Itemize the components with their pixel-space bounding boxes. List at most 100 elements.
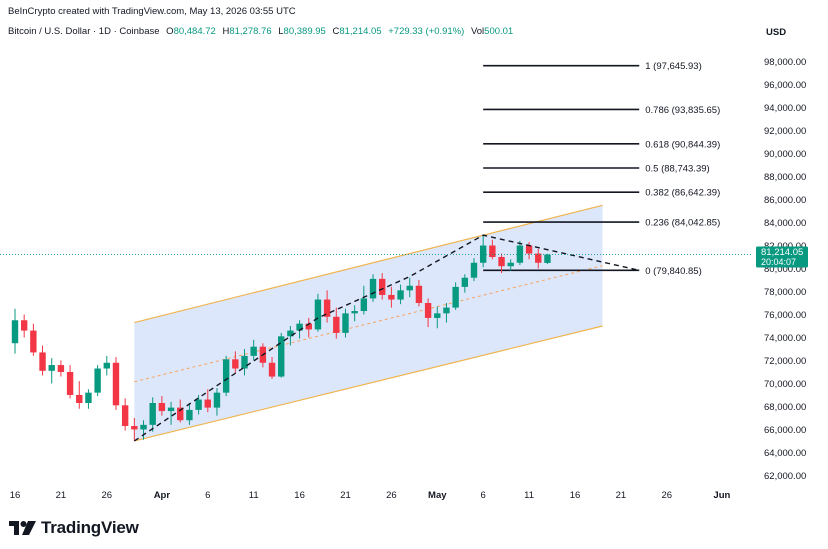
candle-body (369, 278, 377, 299)
change-value: +729.33 (+0.91%) (388, 26, 465, 37)
candle-body (525, 245, 533, 254)
candle-body (232, 359, 239, 369)
candle-body (443, 307, 450, 314)
candle-body (57, 365, 65, 372)
brand-name: TradingView (41, 518, 139, 537)
candle-body (20, 320, 28, 331)
price-tick-label: 82,000.00 (764, 241, 806, 252)
price-tick-label: 84,000.00 (764, 218, 806, 229)
candle-body (85, 392, 92, 404)
candle-body (479, 245, 487, 263)
candle-body (415, 285, 423, 303)
candle-body (268, 362, 276, 377)
candle-body (379, 278, 386, 295)
fib-level-label: 0.5 (88,743.39) (645, 164, 709, 175)
candle-body (149, 403, 156, 425)
tradingview-logo[interactable]: TradingView (9, 518, 139, 538)
price-tag-value: 81,214.05 (761, 247, 803, 258)
candle-body (241, 355, 248, 369)
parallel-channel[interactable] (134, 204, 603, 442)
candle-body (177, 407, 184, 421)
candle-body (11, 320, 19, 344)
fib-level-label: 0 (79,840.85) (645, 266, 702, 277)
candle-body (30, 330, 37, 353)
channel-upper-line[interactable] (134, 204, 603, 324)
candle-body (323, 299, 331, 317)
time-tick-label: 11 (249, 490, 259, 501)
symbol-legend: Bitcoin / U.S. Dollar · 1D · Coinbase O8… (8, 26, 513, 37)
candle-body (167, 407, 175, 412)
candle-body (434, 313, 441, 318)
volume-label: Vol (470, 26, 485, 37)
time-tick-label: 16 (10, 490, 21, 501)
price-tag (756, 246, 808, 268)
price-tick-label: 78,000.00 (764, 287, 806, 298)
channel-fill (134, 205, 603, 441)
time-tick-label: Apr (154, 490, 171, 501)
channel-mid-line[interactable] (134, 265, 603, 383)
low-value: 80,389.95 (283, 26, 326, 37)
fib-level-label: 1 (97,645.93) (645, 61, 702, 72)
high-value: 81,278.76 (229, 26, 272, 37)
dashed-path-line[interactable] (133, 234, 640, 442)
price-tick-label: 72,000.00 (764, 356, 806, 367)
candle-body (342, 313, 349, 333)
time-tick-label: Jun (713, 490, 730, 501)
channel-lower-line[interactable] (134, 325, 603, 442)
candle-body (305, 323, 312, 330)
fib-level-label: 0.236 (84,042.85) (645, 218, 720, 229)
candle-body (103, 362, 110, 369)
price-tick-label: 64,000.00 (764, 448, 806, 459)
price-tick-label: 70,000.00 (764, 379, 806, 390)
close-label: C (332, 26, 340, 37)
time-tick-label: 21 (56, 490, 67, 501)
price-tick-label: 66,000.00 (764, 425, 806, 436)
candle-body (535, 253, 542, 263)
candle-body (397, 290, 404, 300)
candle-body (66, 371, 74, 395)
candle-body (158, 403, 166, 412)
price-tick-label: 74,000.00 (764, 333, 806, 344)
candle-body (351, 311, 358, 314)
candle-body (186, 409, 193, 421)
candle-body (333, 316, 340, 333)
price-tick-label: 76,000.00 (764, 310, 806, 321)
currency-label[interactable]: USD (766, 27, 787, 38)
candle-body (388, 294, 395, 300)
chart-credit: BeInCrypto created with TradingView.com,… (8, 6, 296, 17)
candle-body (314, 299, 322, 330)
price-tick-label: 90,000.00 (764, 149, 806, 160)
candle-body (278, 336, 285, 377)
fib-level-label: 0.786 (93,835.65) (645, 105, 720, 116)
candle-body (121, 405, 129, 426)
candle-body (204, 399, 211, 408)
price-tag-countdown: 20:04:07 (761, 257, 796, 267)
time-tick-label: 26 (661, 490, 672, 501)
price-axis[interactable]: 62,000.00 64,000.00 66,000.00 68,000.00 70,0… (756, 57, 808, 482)
time-tick-label: 16 (570, 490, 581, 501)
time-tick-label: 21 (340, 490, 351, 501)
volume-value: 500.01 (484, 26, 514, 37)
fib-extension[interactable]: 1 (97,645.93) 0.786 (93,835.65) 0.618 (90,… (483, 61, 720, 277)
time-tick-label: 26 (386, 490, 397, 501)
candle-body (544, 254, 551, 263)
symbol-name[interactable]: Bitcoin / U.S. Dollar · 1D · Coinbase (8, 26, 160, 37)
time-tick-label: 6 (481, 490, 486, 501)
close-value: 81,214.05 (339, 26, 382, 37)
candle-body (461, 277, 469, 287)
candle-body (131, 425, 138, 430)
price-tick-label: 98,000.00 (764, 57, 806, 68)
candle-body (94, 368, 101, 393)
dashed-path-drawing[interactable] (133, 234, 640, 442)
time-tick-label: 26 (102, 490, 113, 501)
fib-level-label: 0.382 (86,642.39) (645, 188, 720, 199)
candle-body (360, 298, 368, 312)
time-tick-label: 16 (294, 490, 305, 501)
time-tick-label: 11 (524, 490, 534, 501)
candle-body (222, 359, 230, 393)
time-axis[interactable]: 16 21 26 Apr 6 11 16 21 26 May 6 11 16 21 26 Jun (10, 490, 731, 501)
candle-body (140, 424, 147, 430)
time-tick-label: May (428, 490, 447, 501)
candle-body (498, 257, 505, 267)
